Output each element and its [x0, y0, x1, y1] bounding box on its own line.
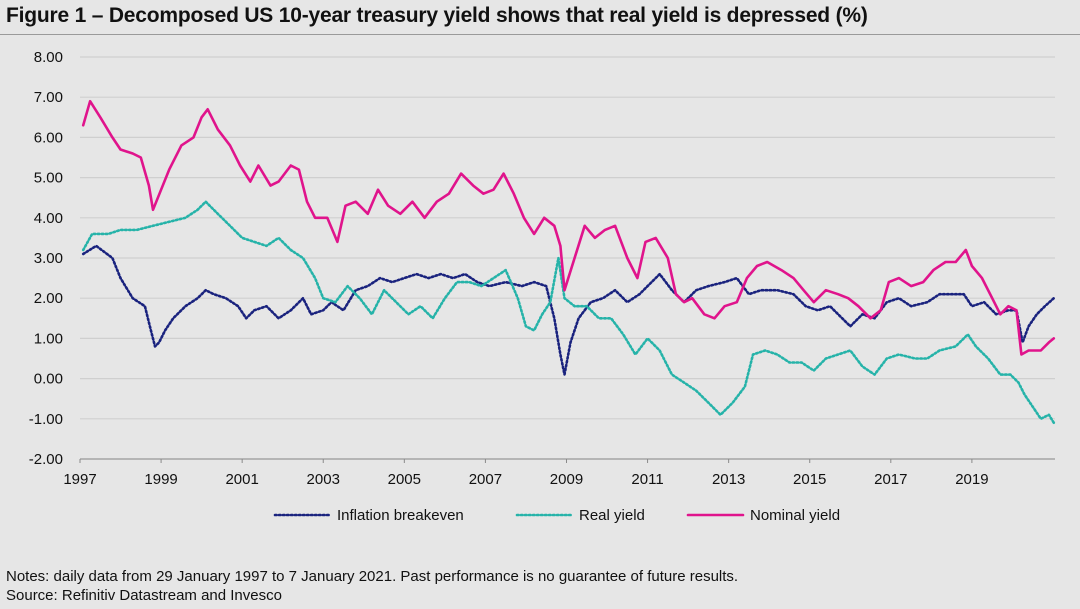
- legend-nominal-yield: Nominal yield: [686, 507, 840, 524]
- y-tick-label: -1.00: [29, 411, 63, 428]
- nominal-yield-line: [81, 99, 1056, 356]
- y-tick-label: -2.00: [29, 451, 63, 468]
- notes-text: Notes: daily data from 29 January 1997 t…: [6, 568, 739, 585]
- x-tick-label: 2017: [874, 471, 907, 488]
- x-tick-label: 1997: [63, 471, 96, 488]
- x-tick-label: 2009: [550, 471, 583, 488]
- real-yield-line: [81, 200, 1056, 425]
- chart-title: Figure 1 – Decomposed US 10-year treasur…: [6, 4, 868, 27]
- y-tick-label: 2.00: [34, 290, 63, 307]
- y-tick-label: 1.00: [34, 330, 63, 347]
- y-tick-label: 5.00: [34, 170, 63, 187]
- series-layer: [81, 99, 1056, 425]
- legend-real-yield-label: Real yield: [579, 507, 645, 524]
- x-tick-label: 2005: [388, 471, 421, 488]
- x-tick-label: 1999: [144, 471, 177, 488]
- x-tick-label: 2011: [631, 471, 663, 488]
- y-tick-label: 3.00: [34, 250, 63, 267]
- x-tick-label: 2013: [712, 471, 745, 488]
- title-divider: [0, 34, 1080, 35]
- notes-block: Notes: daily data from 29 January 1997 t…: [6, 567, 738, 605]
- x-tick-label: 2003: [307, 471, 340, 488]
- y-tick-label: 8.00: [34, 49, 63, 66]
- line-chart: 8.00 7.00 6.00 5.00 4.00 3.00 2.00 1.00 0.00 -1.0…: [29, 49, 1056, 524]
- legend-real-yield: Real yield: [515, 507, 645, 524]
- legend-nominal-yield-label: Nominal yield: [750, 507, 840, 524]
- legend: Inflation breakeven Real yield Nominal yie…: [273, 507, 840, 524]
- legend-inflation-breakeven-label: Inflation breakeven: [337, 507, 464, 524]
- source-text: Source: Refinitiv Datastream and Invesco: [6, 587, 282, 604]
- grid-layer: [80, 56, 1055, 460]
- x-tick-label: 2001: [225, 471, 258, 488]
- x-tick-label: 2007: [469, 471, 502, 488]
- x-tick-label: 2019: [955, 471, 988, 488]
- y-tick-label: 0.00: [34, 371, 63, 388]
- legend-inflation-breakeven: Inflation breakeven: [273, 507, 464, 524]
- y-tick-label: 4.00: [34, 210, 63, 227]
- y-tick-label: 6.00: [34, 129, 63, 146]
- axis-layer: 8.00 7.00 6.00 5.00 4.00 3.00 2.00 1.00 0.00 -1.0…: [29, 49, 1055, 488]
- inflation-breakeven-line: [81, 244, 1056, 376]
- y-tick-label: 7.00: [34, 89, 63, 106]
- x-tick-label: 2015: [793, 471, 826, 488]
